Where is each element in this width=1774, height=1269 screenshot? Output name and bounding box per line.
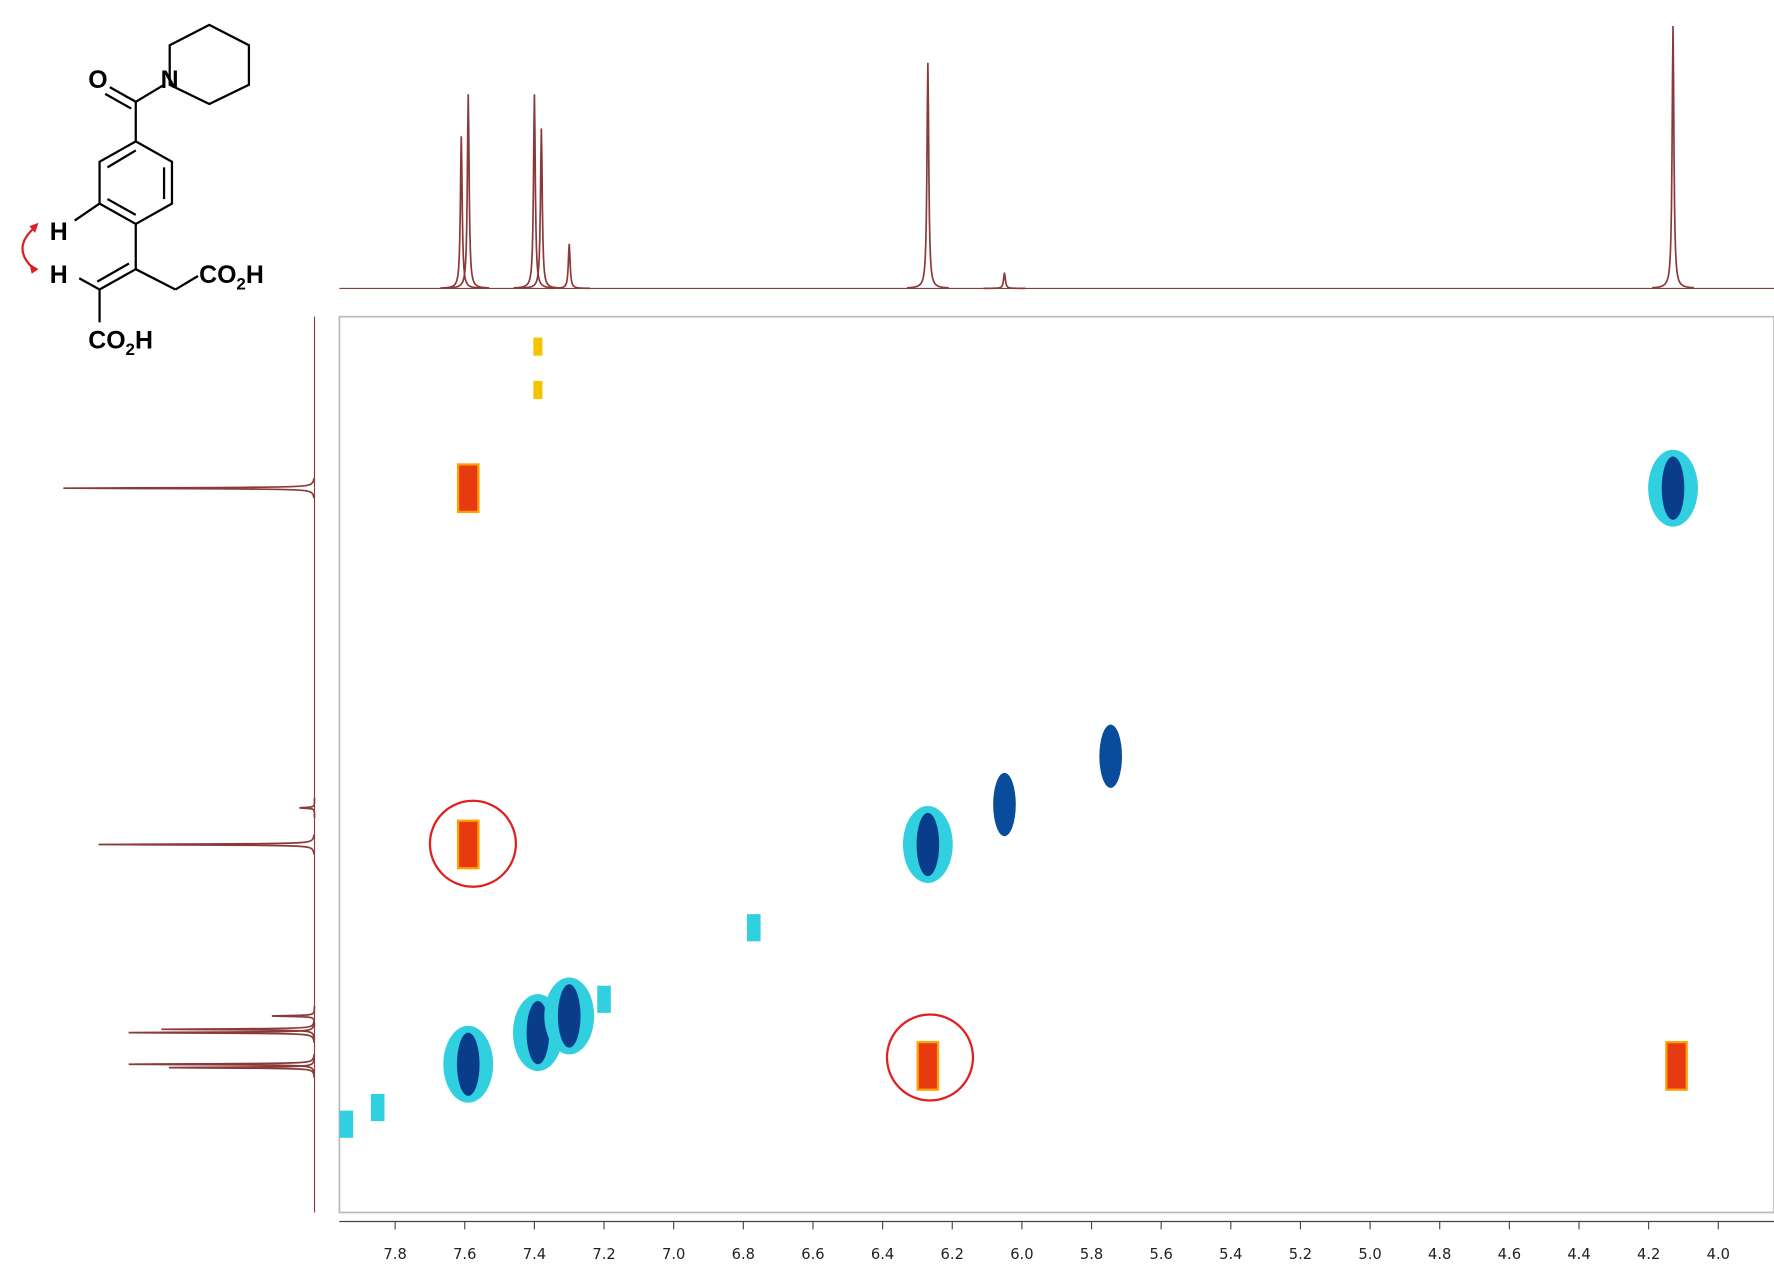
side-projection-peak bbox=[63, 478, 315, 499]
x-tick-label: 6.4 bbox=[871, 1246, 894, 1263]
cross-peak bbox=[918, 1043, 937, 1089]
top-projection-peak bbox=[983, 272, 1026, 290]
side-projection-peak bbox=[161, 1019, 315, 1040]
x-tick-label: 4.8 bbox=[1428, 1246, 1451, 1263]
cross-peak bbox=[526, 1000, 550, 1065]
cross-peak bbox=[459, 821, 478, 868]
highlight-circle bbox=[428, 799, 518, 888]
cross-peak bbox=[339, 1110, 354, 1138]
bond bbox=[74, 202, 101, 222]
cross-peak bbox=[533, 337, 543, 356]
top-projection-peak bbox=[906, 62, 949, 289]
cross-peak bbox=[456, 1032, 480, 1096]
highlight-circle bbox=[885, 1013, 975, 1102]
cross-peak bbox=[1667, 1043, 1686, 1089]
group-end: H bbox=[135, 326, 153, 354]
cross-peak bbox=[370, 1093, 385, 1122]
molecule: O N H H CO2H CO2H bbox=[21, 23, 264, 359]
top-projection-peak bbox=[548, 243, 591, 290]
x-tick-label: 4.2 bbox=[1637, 1246, 1660, 1263]
x-tick-label: 6.8 bbox=[732, 1246, 755, 1263]
bond bbox=[106, 149, 137, 169]
group-main: CO bbox=[199, 261, 236, 289]
x-tick-label: 6.0 bbox=[1010, 1246, 1033, 1263]
x-tick-label: 4.4 bbox=[1567, 1246, 1590, 1263]
group-label: CO2H bbox=[199, 261, 264, 294]
atom-label: N bbox=[161, 66, 179, 94]
noe-arrow bbox=[21, 225, 37, 268]
side-projection-peak bbox=[98, 834, 315, 855]
plot-frame bbox=[338, 315, 1774, 1214]
bond bbox=[109, 86, 137, 103]
piperidine-ring bbox=[168, 23, 251, 106]
cross-peak bbox=[459, 465, 478, 511]
x-tick-label: 7.0 bbox=[662, 1246, 685, 1263]
bond bbox=[78, 277, 101, 291]
bond bbox=[99, 268, 137, 291]
arrow-head bbox=[29, 263, 39, 274]
benzene-ring bbox=[98, 140, 174, 226]
top-projection-peak bbox=[1652, 26, 1694, 289]
x-tick-label: 4.6 bbox=[1498, 1246, 1521, 1263]
cross-peak bbox=[1099, 724, 1122, 788]
x-tick-label: 5.6 bbox=[1149, 1246, 1172, 1263]
x-tick-label: 7.8 bbox=[383, 1246, 406, 1263]
cross-peak bbox=[557, 984, 581, 1048]
bond bbox=[135, 83, 165, 103]
side-projection-peak bbox=[168, 1057, 316, 1078]
group-sub: 2 bbox=[126, 340, 135, 359]
bond bbox=[174, 274, 199, 291]
cross-peak bbox=[746, 914, 761, 942]
side-projection-peak bbox=[128, 1022, 315, 1043]
cross-peak bbox=[533, 380, 543, 399]
bond bbox=[135, 268, 176, 291]
top-projection-peak bbox=[440, 136, 483, 289]
x-tick-label: 6.2 bbox=[941, 1246, 964, 1263]
cross-peak bbox=[993, 772, 1016, 837]
atom-label: O bbox=[88, 66, 107, 94]
bond bbox=[96, 262, 130, 283]
x-tick-label: 5.0 bbox=[1358, 1246, 1381, 1263]
x-tick-label: 6.6 bbox=[801, 1246, 824, 1263]
group-label: CO2H bbox=[88, 326, 153, 359]
side-projection-peak bbox=[271, 1005, 316, 1027]
side-projection-peak bbox=[299, 797, 316, 818]
group-main: CO bbox=[88, 326, 125, 354]
x-tick-label: 7.2 bbox=[592, 1246, 615, 1263]
cross-peak bbox=[1661, 456, 1685, 520]
side-projection-peak bbox=[128, 1054, 315, 1075]
atom-label: H bbox=[50, 218, 68, 246]
bond bbox=[104, 92, 132, 110]
x-tick-label: 5.4 bbox=[1219, 1246, 1242, 1263]
group-end: H bbox=[246, 261, 264, 289]
x-tick-label: 5.2 bbox=[1289, 1246, 1312, 1263]
x-tick-label: 7.4 bbox=[523, 1246, 546, 1263]
top-projection-peak bbox=[520, 128, 563, 289]
group-sub: 2 bbox=[236, 275, 245, 294]
bond bbox=[106, 198, 137, 216]
atom-label: H bbox=[50, 261, 68, 289]
cross-peak bbox=[916, 812, 940, 877]
cross-peak bbox=[597, 985, 611, 1013]
top-projection-peak bbox=[447, 94, 490, 289]
x-tick-label: 5.8 bbox=[1080, 1246, 1103, 1263]
x-tick-label: 7.6 bbox=[453, 1246, 476, 1263]
arrow-head bbox=[29, 222, 39, 233]
x-tick-label: 4.0 bbox=[1707, 1246, 1730, 1263]
top-projection-peak bbox=[513, 94, 556, 289]
